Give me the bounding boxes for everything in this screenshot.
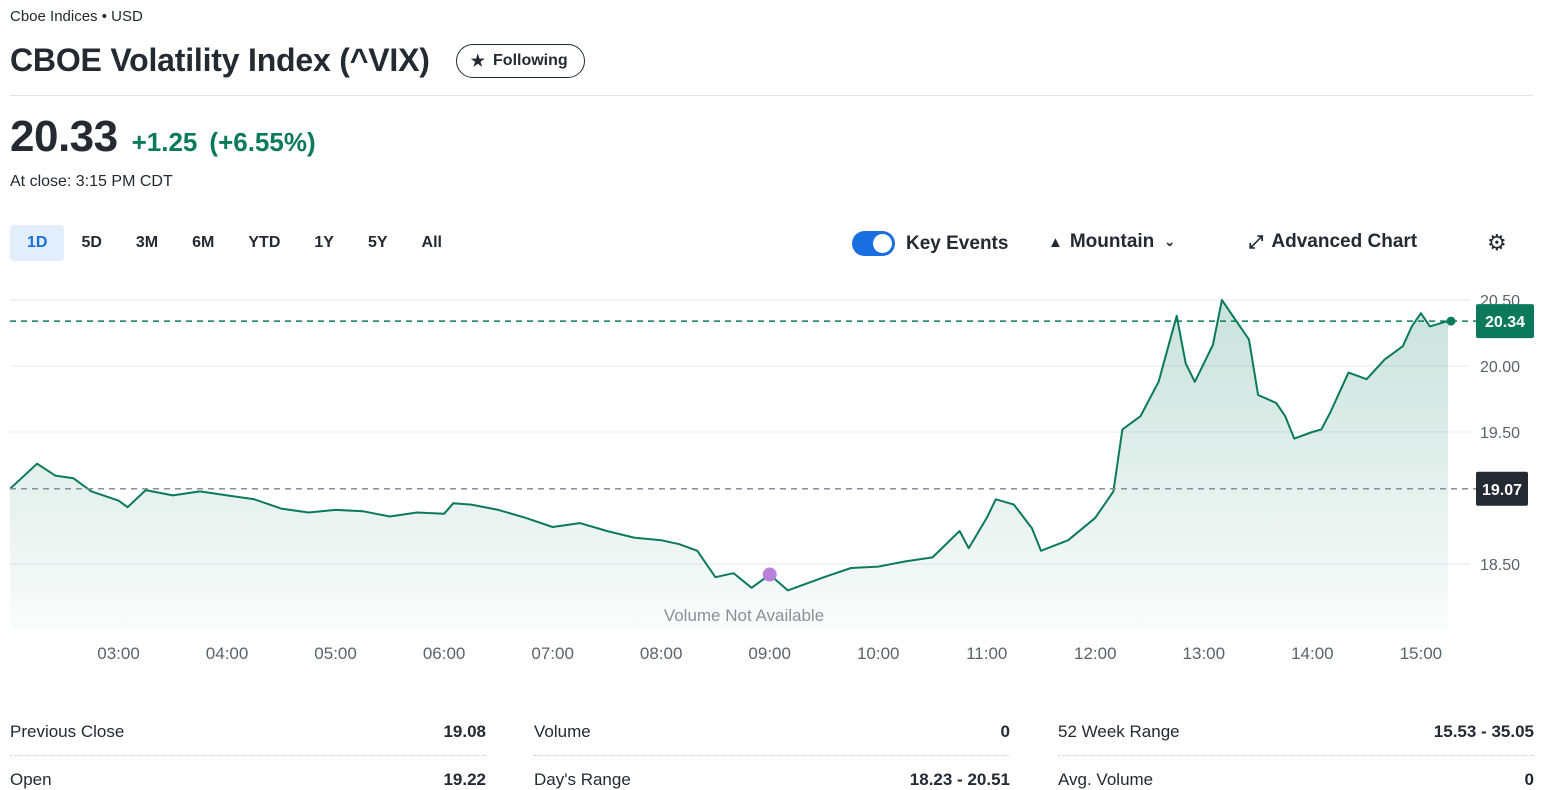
series-line bbox=[9, 299, 1449, 592]
range-3m[interactable]: 3M bbox=[135, 234, 159, 251]
stat-value: 0 bbox=[1524, 770, 1534, 789]
volume-not-available-note: Volume Not Available bbox=[664, 606, 824, 625]
series-area-fill bbox=[10, 300, 1448, 630]
range-selector: 1D 5D 3M 6M YTD 1Y 5Y All bbox=[10, 225, 459, 261]
x-tick-label: 11:00 bbox=[966, 644, 1007, 663]
stat-value: 19.08 bbox=[443, 721, 486, 741]
last-price: 20.33 bbox=[10, 112, 118, 161]
quote-row: 20.33 +1.25 (+6.55%) bbox=[10, 112, 316, 162]
current-price-badge bbox=[1476, 304, 1534, 339]
following-label: Following bbox=[493, 51, 568, 69]
previous-close-label: 19.07 bbox=[1482, 482, 1522, 499]
x-tick-label: 06:00 bbox=[423, 644, 466, 663]
stat-volume: Volume 0 bbox=[534, 708, 1010, 756]
x-tick-label: 14:00 bbox=[1291, 644, 1334, 663]
chevron-down-icon: ⌄ bbox=[1164, 234, 1176, 249]
header-divider bbox=[10, 95, 1533, 96]
range-1y[interactable]: 1Y bbox=[314, 234, 334, 251]
range-5d[interactable]: 5D bbox=[81, 234, 102, 251]
stat-value: 18.23 - 20.51 bbox=[909, 770, 1010, 789]
advanced-chart-label: Advanced Chart bbox=[1271, 231, 1418, 252]
key-events-label: Key Events bbox=[906, 232, 1009, 254]
previous-close-badge bbox=[1476, 471, 1528, 506]
current-price-label: 20.34 bbox=[1485, 314, 1525, 331]
stat-label: Avg. Volume bbox=[1058, 770, 1154, 789]
star-icon: ★ bbox=[470, 52, 486, 70]
breadcrumb: Cboe Indices • USD bbox=[10, 8, 143, 25]
advanced-chart-button[interactable]: ⤢ Advanced Chart bbox=[1249, 231, 1417, 253]
x-tick-label: 08:00 bbox=[640, 644, 683, 663]
x-tick-label: 03:00 bbox=[97, 644, 140, 663]
stat-value: 19.22 bbox=[443, 770, 486, 789]
stat-label: Previous Close bbox=[10, 721, 125, 741]
x-tick-label: 13:00 bbox=[1183, 644, 1226, 663]
x-tick-label: 12:00 bbox=[1074, 644, 1117, 663]
x-tick-label: 10:00 bbox=[857, 644, 900, 663]
x-tick-label: 15:00 bbox=[1400, 644, 1443, 663]
key-event-marker bbox=[762, 567, 777, 582]
stats-column-1: Previous Close 19.08 Open 19.22 bbox=[10, 708, 486, 790]
range-ytd[interactable]: YTD bbox=[248, 234, 281, 251]
toggle-switch[interactable] bbox=[852, 231, 895, 256]
range-all[interactable]: All bbox=[421, 234, 442, 251]
mountain-icon: ▲ bbox=[1048, 233, 1063, 251]
stat-days-range: Day's Range 18.23 - 20.51 bbox=[534, 756, 1010, 790]
key-events-toggle[interactable]: Key Events bbox=[852, 231, 1008, 256]
close-time-note: At close: 3:15 PM CDT bbox=[10, 173, 173, 190]
stat-avg-volume: Avg. Volume 0 bbox=[1058, 756, 1534, 790]
stat-label: Day's Range bbox=[534, 770, 631, 789]
expand-icon: ⤢ bbox=[1249, 231, 1264, 252]
gear-icon[interactable]: ⚙ bbox=[1487, 230, 1507, 255]
page-title: CBOE Volatility Index (^VIX) bbox=[10, 42, 430, 78]
x-tick-label: 07:00 bbox=[531, 644, 574, 663]
chart-type-dropdown[interactable]: ▲ Mountain ⌄ bbox=[1048, 231, 1175, 253]
stat-value: 15.53 - 35.05 bbox=[1433, 721, 1534, 741]
following-button[interactable]: ★ Following bbox=[455, 43, 585, 78]
range-6m[interactable]: 6M bbox=[192, 234, 215, 251]
toggle-knob bbox=[873, 234, 892, 253]
stat-52-week-range: 52 Week Range 15.53 - 35.05 bbox=[1058, 708, 1534, 756]
stat-label: Volume bbox=[534, 721, 591, 741]
stats-column-2: Volume 0 Day's Range 18.23 - 20.51 bbox=[534, 708, 1010, 790]
stats-column-3: 52 Week Range 15.53 - 35.05 Avg. Volume … bbox=[1058, 708, 1534, 790]
y-tick-label: 20.00 bbox=[1480, 359, 1520, 376]
stat-label: Open bbox=[10, 770, 52, 789]
price-change: +1.25 bbox=[131, 127, 198, 157]
y-tick-label: 19.50 bbox=[1480, 425, 1520, 442]
chart-type-label: Mountain bbox=[1069, 231, 1155, 252]
range-5y[interactable]: 5Y bbox=[367, 234, 388, 251]
x-tick-label: 04:00 bbox=[206, 644, 249, 663]
stat-value: 0 bbox=[1000, 721, 1010, 741]
current-price-dot bbox=[1446, 316, 1456, 326]
x-tick-label: 05:00 bbox=[314, 644, 357, 663]
price-change-percent: (+6.55%) bbox=[209, 127, 316, 157]
stat-open: Open 19.22 bbox=[10, 756, 486, 790]
stat-label: 52 Week Range bbox=[1058, 721, 1180, 741]
y-tick-label: 18.50 bbox=[1480, 557, 1520, 574]
stat-previous-close: Previous Close 19.08 bbox=[10, 708, 486, 756]
range-1d[interactable]: 1D bbox=[10, 225, 65, 261]
title-row: CBOE Volatility Index (^VIX) ★ Following bbox=[10, 42, 585, 79]
x-tick-label: 09:00 bbox=[748, 644, 791, 663]
